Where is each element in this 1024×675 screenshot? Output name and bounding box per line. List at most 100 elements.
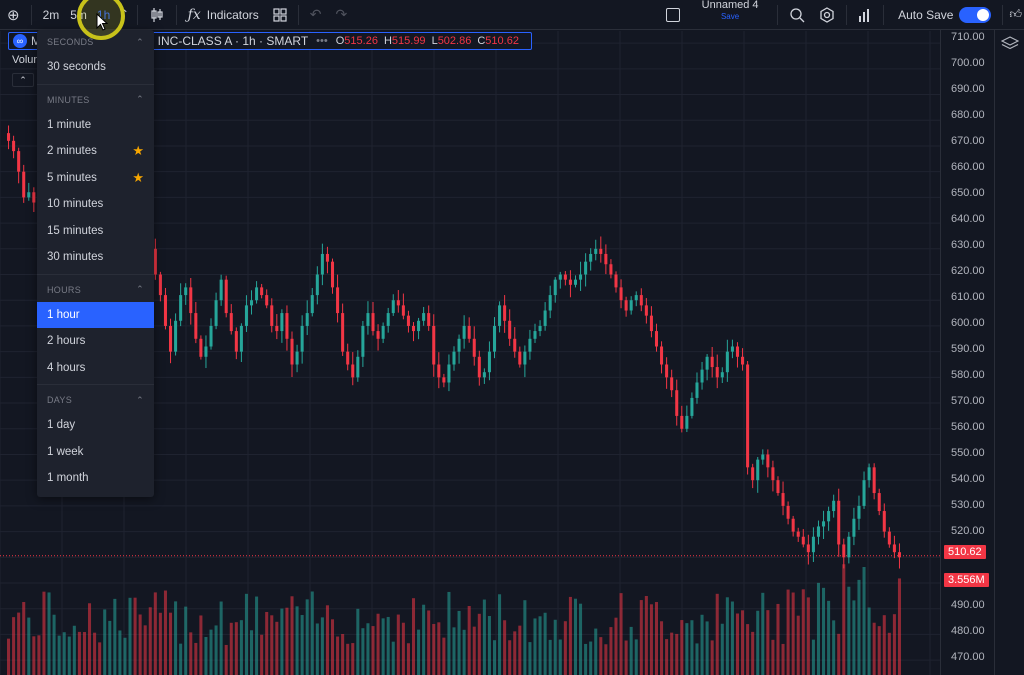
- favorite-star-icon[interactable]: ★: [132, 169, 144, 185]
- candles-chart-type-icon[interactable]: [142, 0, 172, 30]
- volume-bar: [690, 620, 694, 675]
- candle-body: [295, 351, 299, 365]
- templates-grid-icon[interactable]: [266, 0, 294, 30]
- interval-option-4-hours[interactable]: 4 hours: [47, 361, 86, 374]
- settings-gear-icon[interactable]: [812, 0, 842, 30]
- candle-body: [594, 248, 598, 254]
- interval-option-2-minutes[interactable]: 2 minutes ★: [47, 143, 144, 159]
- candle-body: [260, 287, 264, 296]
- volume-bar: [766, 610, 770, 675]
- candle-body: [315, 274, 319, 296]
- price-tick: 480.00: [951, 625, 985, 637]
- object-tree-layers-icon[interactable]: [1000, 36, 1020, 57]
- candle-body: [194, 313, 198, 339]
- indicators-button[interactable]: ƒx Indicators: [181, 0, 266, 30]
- volume-bar: [123, 637, 127, 675]
- volume-bar: [72, 625, 76, 675]
- candle-body: [649, 315, 653, 332]
- candle-body: [801, 536, 805, 545]
- volume-bar: [194, 642, 198, 675]
- redo-icon[interactable]: ↷: [335, 6, 348, 22]
- section-header-days[interactable]: DAYS ⌃: [47, 394, 144, 406]
- undo-icon[interactable]: ↶: [309, 6, 322, 22]
- interval-5m-button[interactable]: 5m: [70, 7, 87, 22]
- candle-body: [609, 264, 613, 275]
- search-replay-icon[interactable]: [782, 0, 812, 30]
- candle-body: [543, 310, 547, 326]
- candle-body: [781, 493, 785, 506]
- volume-bar: [573, 598, 578, 675]
- price-chart[interactable]: [0, 31, 940, 675]
- favorite-star-icon[interactable]: ★: [132, 143, 144, 159]
- interval-option-2-hours[interactable]: 2 hours: [47, 335, 86, 348]
- interval-option-30-seconds[interactable]: 30 seconds: [47, 61, 106, 74]
- layout-checkbox-icon[interactable]: [659, 0, 687, 30]
- candle-body: [184, 287, 188, 296]
- autosave-toggle[interactable]: [959, 6, 992, 23]
- section-header-seconds[interactable]: SECONDS ⌃: [47, 36, 144, 48]
- layout-name-button[interactable]: Unnamed 4 Save: [687, 0, 773, 30]
- interval-option-10-minutes[interactable]: 10 minutes: [47, 198, 104, 211]
- interval-dropdown-chevron-icon[interactable]: ⌃: [120, 9, 129, 20]
- interval-option-1-month[interactable]: 1 month: [47, 472, 89, 485]
- volume-bar: [619, 593, 623, 675]
- volume-bar: [219, 601, 223, 675]
- interval-option-1-day[interactable]: 1 day: [47, 419, 76, 432]
- interval-option-1-hour[interactable]: 1 hour: [37, 301, 154, 328]
- candle-body: [806, 544, 810, 553]
- candle-body: [892, 544, 896, 553]
- collapse-legend-chevron-icon[interactable]: ⌃: [12, 73, 34, 87]
- candle-body: [710, 356, 714, 368]
- interval-option-1-minute[interactable]: 1 minute: [47, 118, 92, 131]
- volume-bar: [422, 604, 426, 675]
- volume-bar: [285, 607, 289, 675]
- thumbs-feedback-icon[interactable]: 👍︎: [1009, 7, 1022, 21]
- menu-divider: [37, 384, 154, 385]
- volume-bar: [437, 622, 441, 675]
- interval-2m-button[interactable]: 2m: [42, 7, 60, 22]
- more-options-icon[interactable]: •••: [316, 35, 328, 47]
- volume-bar: [113, 598, 117, 675]
- candle-body: [462, 325, 466, 339]
- toolbar-divider: [846, 4, 848, 25]
- section-header-minutes[interactable]: MINUTES ⌃: [47, 94, 144, 105]
- candle-body: [477, 356, 481, 378]
- volume-bar: [239, 620, 243, 675]
- candle-body: [533, 331, 537, 339]
- volume-bar: [447, 591, 451, 675]
- volume-bar: [249, 630, 254, 675]
- bar-chart-icon[interactable]: [851, 0, 879, 30]
- candle-body: [244, 305, 248, 326]
- candle-body: [169, 325, 173, 352]
- autosave-control[interactable]: Auto Save: [888, 0, 998, 30]
- price-tick: 580.00: [951, 369, 985, 381]
- candle-body: [867, 467, 871, 481]
- interval-option-30-minutes[interactable]: 30 minutes: [47, 251, 104, 264]
- volume-bar: [897, 578, 901, 675]
- volume-bar: [710, 640, 714, 675]
- interval-option-15-minutes[interactable]: 15 minutes: [47, 224, 104, 237]
- volume-bar: [442, 637, 446, 675]
- volume-bar: [837, 633, 841, 675]
- candle-body: [508, 320, 512, 339]
- candle-body: [330, 261, 335, 288]
- interval-option-5-minutes[interactable]: 5 minutes ★: [47, 169, 144, 185]
- volume-bar: [877, 626, 881, 675]
- price-tick: 560.00: [951, 421, 985, 433]
- candle-body: [179, 295, 183, 321]
- chevron-up-icon: ⌃: [136, 284, 144, 294]
- candle-body: [513, 338, 517, 352]
- price-tick: 570.00: [951, 395, 985, 407]
- candle-body: [735, 346, 739, 357]
- add-symbol-icon[interactable]: ⊕: [7, 6, 20, 24]
- volume-bar: [88, 603, 92, 675]
- volume-bar: [660, 621, 664, 675]
- volume-bar: [801, 589, 805, 675]
- volume-legend[interactable]: Volun: [12, 54, 40, 66]
- section-header-hours[interactable]: HOURS ⌃: [47, 284, 144, 295]
- candle-body: [204, 346, 208, 357]
- candle-body: [634, 295, 638, 301]
- volume-bar: [756, 610, 760, 675]
- interval-option-1-week[interactable]: 1 week: [47, 445, 84, 458]
- price-scale[interactable]: 710.00 700.00 690.00 680.00 670.00 660.0…: [940, 30, 994, 675]
